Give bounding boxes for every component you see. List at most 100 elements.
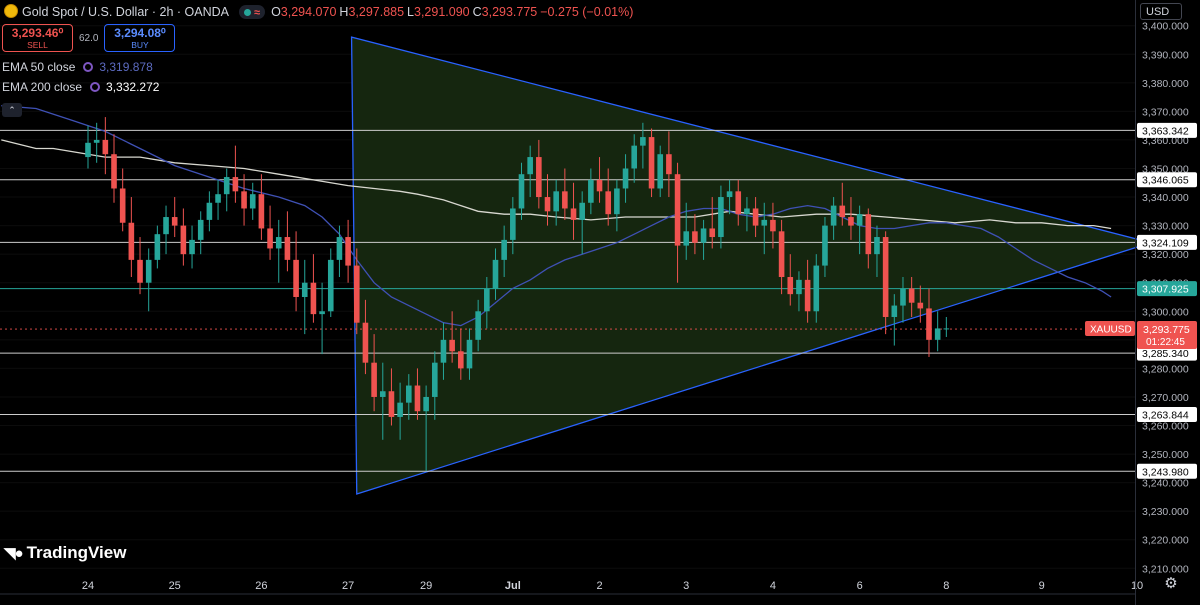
price-axis-tick-label: 3,370.000 bbox=[1142, 106, 1189, 118]
current-price-label: 3,293.775 bbox=[1143, 324, 1190, 336]
candle-body bbox=[93, 139, 100, 143]
candle-bearish bbox=[267, 205, 273, 260]
price-axis-tick-label: 3,240.000 bbox=[1142, 478, 1189, 490]
candle-bearish bbox=[865, 208, 872, 269]
price-axis-tick-label: 3,390.000 bbox=[1142, 49, 1189, 61]
candle-bearish bbox=[258, 174, 265, 240]
candle-body bbox=[917, 302, 924, 309]
candle-bearish bbox=[102, 117, 109, 175]
candle-body bbox=[501, 239, 507, 260]
candle-body bbox=[900, 288, 906, 306]
candle-body bbox=[137, 259, 143, 283]
ohlc-key: C bbox=[472, 5, 482, 19]
candle-bullish bbox=[145, 248, 152, 312]
price-axis-tick-label: 3,280.000 bbox=[1142, 363, 1189, 375]
candle-body bbox=[562, 191, 568, 209]
ohlc-key: H bbox=[339, 5, 349, 19]
candle-body bbox=[432, 362, 438, 397]
candle-body bbox=[874, 237, 880, 255]
support-resistance-levels bbox=[0, 129, 1135, 472]
price-axis-tick-label: 3,220.000 bbox=[1142, 535, 1189, 547]
candle-bearish bbox=[778, 219, 785, 295]
symbol-title[interactable]: Gold Spot / U.S. Dollar · 2h · OANDA bbox=[22, 5, 230, 19]
candle-body bbox=[379, 391, 386, 397]
candle-bullish bbox=[501, 225, 507, 278]
candle-body bbox=[527, 157, 533, 175]
candle-bearish bbox=[171, 197, 178, 238]
candle-bearish bbox=[882, 231, 889, 335]
candle-bearish bbox=[917, 285, 924, 323]
candle-bullish bbox=[466, 328, 473, 380]
candle-bearish bbox=[293, 231, 299, 312]
candle-bearish bbox=[562, 168, 568, 220]
time-axis-label: 4 bbox=[770, 580, 776, 592]
indicator-value: 3,332.272 bbox=[106, 80, 160, 94]
candle-body bbox=[804, 279, 811, 312]
indicator-ema50[interactable]: EMA 50 close 3,319.878 bbox=[2, 60, 153, 74]
candle-body bbox=[466, 339, 473, 369]
level-price-tag bbox=[1137, 463, 1197, 479]
candle-body bbox=[215, 194, 221, 203]
level-price-tag bbox=[1137, 407, 1197, 423]
candle-body bbox=[943, 328, 950, 330]
candle-bearish bbox=[388, 368, 395, 426]
candle-body bbox=[570, 208, 577, 220]
candle-body bbox=[319, 311, 325, 315]
collapse-legend-chevron-icon[interactable]: ⌃ bbox=[2, 103, 22, 117]
candle-bullish bbox=[588, 168, 594, 215]
candle-body bbox=[605, 191, 611, 215]
indicator-ema200[interactable]: EMA 200 close 3,332.272 bbox=[2, 80, 159, 94]
candle-body bbox=[787, 277, 794, 295]
candle-bearish bbox=[137, 237, 143, 295]
candle-body bbox=[275, 237, 282, 249]
market-status-icon[interactable]: ≈ bbox=[239, 5, 266, 19]
candle-bullish bbox=[614, 179, 620, 232]
currency-selector[interactable]: USD bbox=[1140, 3, 1182, 20]
time-axis: 24 25 26 27 29 Jul 2 3 4 6 8 9 10 bbox=[0, 580, 1143, 595]
candle-body bbox=[778, 231, 785, 278]
candle-bearish bbox=[692, 214, 698, 255]
candle-body bbox=[865, 214, 872, 255]
candle-body bbox=[709, 228, 716, 238]
candle-bullish bbox=[163, 205, 169, 255]
candle-bearish bbox=[570, 182, 577, 240]
candle-bullish bbox=[510, 197, 516, 255]
candle-bullish bbox=[154, 225, 161, 269]
candle-bullish bbox=[683, 202, 690, 260]
candle-bullish bbox=[301, 259, 308, 335]
candle-body bbox=[371, 362, 377, 397]
time-axis-label: Jul bbox=[505, 580, 521, 592]
ohlc-value: 3,291.090 bbox=[414, 5, 470, 19]
ohlc-values: O3,294.070 H3,297.885 L3,291.090 C3,293.775 bbox=[271, 5, 540, 19]
candle-bearish bbox=[770, 202, 776, 249]
candle-bullish bbox=[484, 277, 490, 329]
candle-body bbox=[813, 265, 820, 312]
candle-bullish bbox=[423, 385, 429, 472]
candle-body bbox=[657, 154, 664, 189]
candle-body bbox=[770, 219, 776, 232]
buy-price: 3,294.08⁰ bbox=[114, 26, 166, 40]
level-price-tag bbox=[1137, 345, 1197, 361]
ohlc-value: 3,293.775 bbox=[481, 5, 538, 19]
price-axis-tick-label: 3,260.000 bbox=[1142, 421, 1189, 433]
price-axis-pane[interactable] bbox=[1135, 0, 1200, 605]
candle-bullish bbox=[856, 205, 863, 255]
candle-body bbox=[700, 228, 707, 243]
candle-body bbox=[544, 197, 551, 212]
sell-button[interactable]: 3,293.46⁰ SELL bbox=[2, 24, 73, 52]
candle-bullish bbox=[718, 185, 724, 249]
level-price-label: 3,307.925 bbox=[1142, 284, 1189, 296]
candle-bearish bbox=[544, 174, 551, 226]
buy-button[interactable]: 3,294.08⁰ BUY bbox=[104, 24, 176, 52]
gold-coin-icon bbox=[4, 4, 18, 18]
candle-bullish bbox=[943, 316, 950, 337]
candle-body bbox=[596, 179, 603, 192]
tradingview-logo[interactable]: ◥● TradingView bbox=[4, 543, 126, 563]
candle-body bbox=[475, 311, 481, 340]
settings-gear-icon[interactable]: ⚙ bbox=[1164, 575, 1178, 592]
candle-bearish bbox=[648, 128, 655, 198]
candle-body bbox=[353, 265, 360, 323]
candle-body bbox=[171, 217, 178, 226]
candle-bearish bbox=[848, 197, 854, 240]
